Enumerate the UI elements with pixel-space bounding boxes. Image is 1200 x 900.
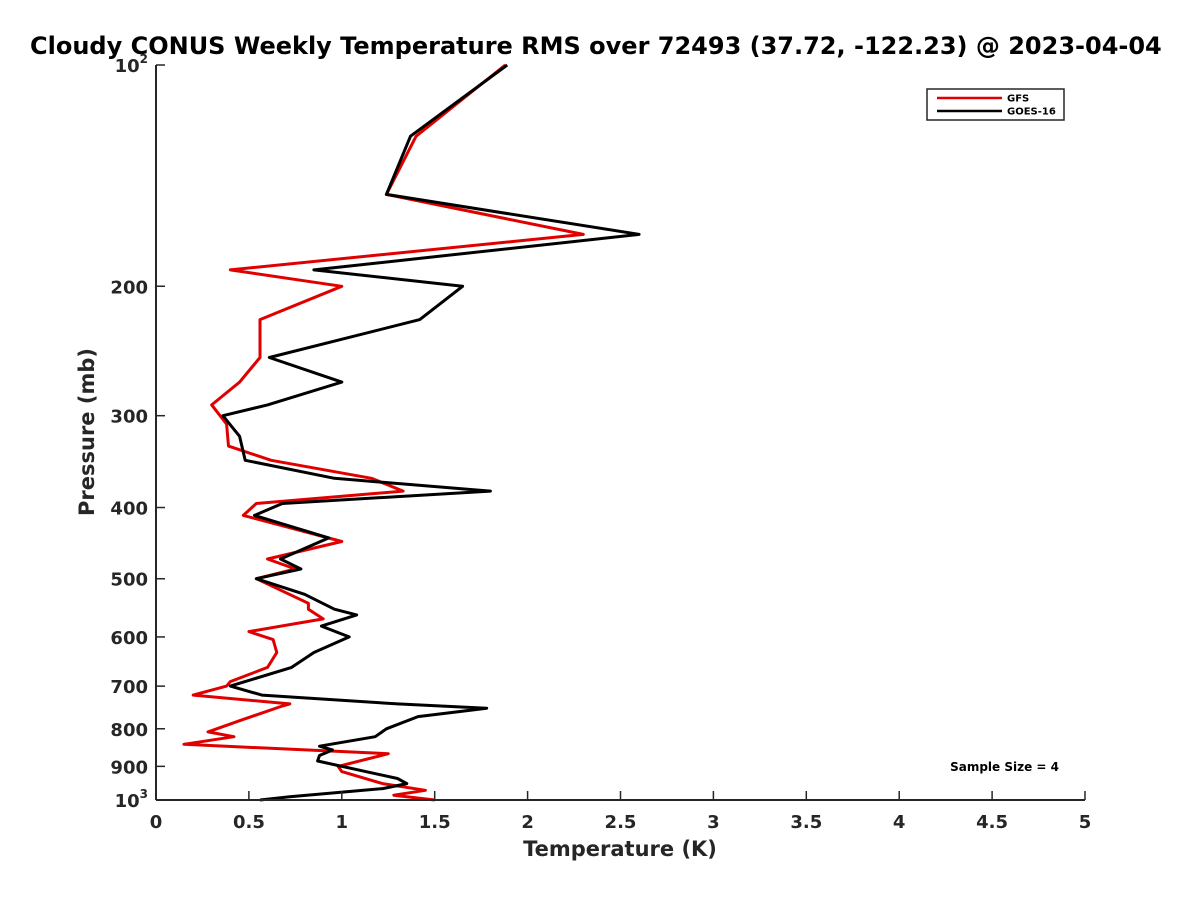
plot-area xyxy=(182,63,641,802)
y-tick-label: 102 xyxy=(115,52,148,77)
legend-box xyxy=(926,88,1065,121)
x-tick-label: 5 xyxy=(1079,812,1092,833)
y-tick-label-base: 10 xyxy=(115,791,140,812)
y-tick-label-base: 200 xyxy=(110,277,148,298)
x-tick-label: 4.5 xyxy=(976,812,1008,833)
x-tick-label: 0.5 xyxy=(233,812,265,833)
x-tick-label: 1.5 xyxy=(419,812,451,833)
y-tick-label-base: 10 xyxy=(115,56,140,77)
legend-label-goes-16: GOES-16 xyxy=(1007,107,1056,118)
y-tick-label-exponent: 2 xyxy=(140,52,148,66)
series-line-gfs xyxy=(182,63,585,802)
y-tick-label-base: 900 xyxy=(110,757,148,778)
y-tick-label-base: 500 xyxy=(110,570,148,591)
y-tick-label-base: 400 xyxy=(110,499,148,520)
y-tick-label: 400 xyxy=(110,499,148,520)
y-tick-label: 700 xyxy=(110,677,148,698)
y-tick-label: 900 xyxy=(110,757,148,778)
y-axis-label: Pressure (mb) xyxy=(75,348,99,516)
x-axis-label: Temperature (K) xyxy=(523,837,717,861)
y-tick-label-base: 600 xyxy=(110,628,148,649)
x-tick-label: 0 xyxy=(150,812,163,833)
y-tick-label: 200 xyxy=(110,277,148,298)
chart-title: Cloudy CONUS Weekly Temperature RMS over… xyxy=(30,32,1162,60)
series-line-goes-16 xyxy=(221,63,641,802)
x-tick-label: 1 xyxy=(336,812,349,833)
x-tick-label: 2.5 xyxy=(605,812,637,833)
legend-label-gfs: GFS xyxy=(1007,94,1029,105)
y-tick-label-base: 300 xyxy=(110,407,148,428)
x-axis-ticks: 0 0.5 1 1.5 2 2.5 3 3.5 4 4.5 5 xyxy=(150,791,1092,833)
y-tick-label: 800 xyxy=(110,720,148,741)
x-tick-label: 3.5 xyxy=(790,812,822,833)
y-tick-label: 600 xyxy=(110,628,148,649)
y-tick-label-base: 700 xyxy=(110,677,148,698)
sample-size-annotation: Sample Size = 4 xyxy=(950,760,1059,774)
x-tick-label: 2 xyxy=(521,812,534,833)
x-tick-label: 4 xyxy=(893,812,906,833)
y-tick-label-base: 800 xyxy=(110,720,148,741)
y-tick-label: 103 xyxy=(115,787,148,812)
y-tick-label: 300 xyxy=(110,407,148,428)
y-tick-label: 500 xyxy=(110,570,148,591)
y-tick-label-exponent: 3 xyxy=(140,787,148,801)
legend: GFS GOES-16 xyxy=(926,88,1065,121)
x-tick-label: 3 xyxy=(707,812,720,833)
